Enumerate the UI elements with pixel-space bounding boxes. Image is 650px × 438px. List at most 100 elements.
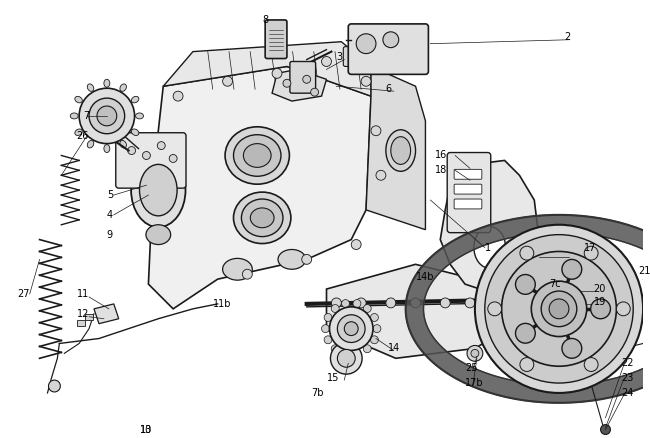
Ellipse shape — [474, 227, 506, 268]
Circle shape — [311, 88, 318, 96]
Text: 4: 4 — [107, 210, 113, 220]
Circle shape — [591, 299, 610, 319]
Circle shape — [363, 304, 371, 312]
Ellipse shape — [131, 153, 185, 227]
Ellipse shape — [131, 96, 139, 103]
Polygon shape — [163, 42, 371, 96]
Circle shape — [322, 57, 332, 67]
Circle shape — [371, 126, 381, 136]
Circle shape — [515, 323, 536, 343]
Text: 22: 22 — [621, 358, 634, 368]
Text: 6: 6 — [386, 84, 392, 94]
Text: 20: 20 — [593, 284, 606, 294]
Ellipse shape — [391, 137, 411, 164]
Circle shape — [547, 282, 561, 296]
Text: 14b: 14b — [415, 272, 434, 282]
Text: 12: 12 — [77, 309, 89, 319]
Polygon shape — [366, 67, 426, 230]
Circle shape — [411, 298, 421, 308]
Ellipse shape — [75, 129, 83, 135]
Circle shape — [376, 170, 386, 180]
Circle shape — [440, 298, 450, 308]
Circle shape — [89, 98, 125, 134]
Circle shape — [332, 345, 339, 353]
FancyBboxPatch shape — [348, 24, 428, 74]
Text: 5: 5 — [107, 190, 113, 200]
Ellipse shape — [120, 84, 126, 92]
Ellipse shape — [104, 145, 110, 152]
FancyBboxPatch shape — [265, 20, 287, 59]
Circle shape — [532, 267, 576, 311]
Ellipse shape — [87, 141, 94, 148]
Circle shape — [97, 106, 117, 126]
Circle shape — [529, 304, 539, 314]
Text: 1: 1 — [485, 243, 491, 252]
Circle shape — [475, 225, 643, 393]
Polygon shape — [148, 67, 371, 309]
Text: 17: 17 — [584, 243, 596, 252]
Ellipse shape — [225, 127, 289, 184]
Ellipse shape — [250, 208, 274, 228]
Circle shape — [157, 141, 165, 149]
Text: 14: 14 — [388, 343, 400, 353]
Text: 25: 25 — [465, 363, 478, 373]
Circle shape — [520, 246, 534, 260]
Circle shape — [515, 275, 536, 294]
Ellipse shape — [70, 113, 78, 119]
Circle shape — [584, 246, 598, 260]
Circle shape — [330, 343, 362, 374]
Circle shape — [324, 336, 332, 344]
Ellipse shape — [241, 199, 283, 237]
Circle shape — [488, 302, 502, 316]
Text: 26: 26 — [77, 131, 89, 141]
Text: 21: 21 — [638, 266, 650, 276]
Circle shape — [370, 314, 378, 321]
Polygon shape — [406, 215, 650, 403]
FancyBboxPatch shape — [358, 53, 374, 74]
Circle shape — [485, 235, 633, 383]
Circle shape — [79, 88, 135, 144]
Circle shape — [173, 91, 183, 101]
Circle shape — [584, 357, 598, 371]
Circle shape — [332, 304, 339, 312]
Text: 2: 2 — [564, 32, 570, 42]
Circle shape — [471, 350, 479, 357]
Circle shape — [242, 269, 252, 279]
Circle shape — [344, 321, 358, 336]
Circle shape — [302, 254, 311, 264]
Text: 23: 23 — [621, 373, 634, 383]
Circle shape — [353, 300, 361, 307]
Circle shape — [361, 76, 371, 86]
Circle shape — [465, 298, 475, 308]
Circle shape — [303, 75, 311, 83]
FancyBboxPatch shape — [454, 199, 482, 209]
Ellipse shape — [243, 144, 271, 167]
FancyBboxPatch shape — [116, 133, 186, 188]
Circle shape — [386, 298, 396, 308]
Ellipse shape — [222, 258, 252, 280]
Polygon shape — [326, 264, 525, 358]
Circle shape — [502, 251, 616, 366]
Circle shape — [541, 299, 551, 309]
Circle shape — [373, 325, 381, 332]
Polygon shape — [440, 160, 540, 294]
Circle shape — [601, 424, 610, 434]
Circle shape — [49, 380, 60, 392]
Text: 24: 24 — [621, 388, 634, 398]
Text: 17b: 17b — [465, 378, 484, 388]
Circle shape — [541, 291, 577, 327]
Circle shape — [383, 32, 398, 48]
Bar — [77, 320, 85, 326]
Circle shape — [534, 289, 544, 299]
Circle shape — [370, 336, 378, 344]
Circle shape — [127, 147, 136, 155]
Ellipse shape — [140, 164, 177, 216]
Text: 13: 13 — [140, 424, 153, 434]
Circle shape — [566, 251, 572, 258]
Circle shape — [356, 298, 366, 308]
Text: 16: 16 — [435, 151, 447, 160]
Circle shape — [517, 293, 532, 309]
Text: 15: 15 — [326, 373, 339, 383]
FancyBboxPatch shape — [290, 61, 316, 93]
FancyBboxPatch shape — [454, 170, 482, 179]
